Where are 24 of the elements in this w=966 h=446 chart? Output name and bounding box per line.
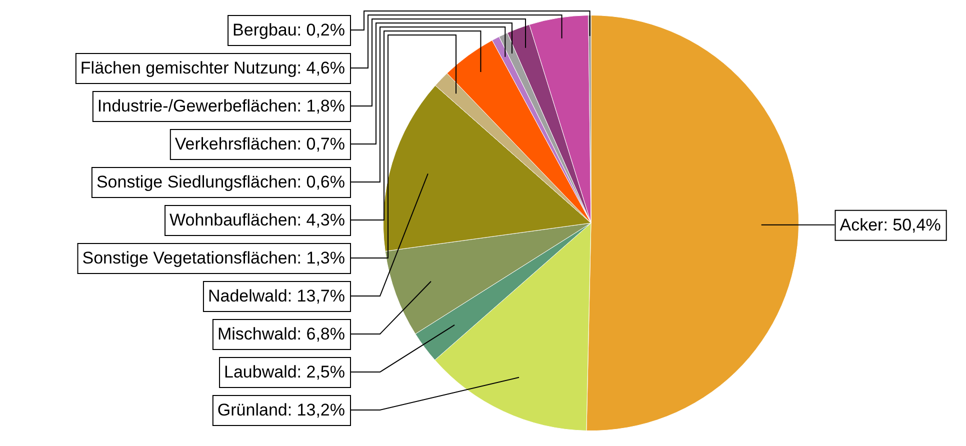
data-label: : 2,5% (296, 362, 346, 382)
data-label: : 13,7% (287, 286, 346, 306)
slice-label: Verkehrsflächen (174, 134, 297, 154)
slice-label: Nadelwald (208, 286, 288, 306)
data-label: : 4,3% (296, 210, 346, 230)
data-label: : 6,8% (296, 324, 346, 344)
slice-label: Sonstige Vegetationsflächen (82, 248, 297, 268)
slice-label: Flächen gemischter Nutzung (80, 58, 297, 78)
data-label: : 0,2% (296, 20, 346, 40)
data-label: : 0,6% (296, 172, 346, 192)
data-label: : 50,4% (883, 216, 941, 235)
slice-label: Mischwald (217, 324, 297, 344)
slice-label: Wohnbauflächen (170, 210, 297, 230)
slice-label: Laubwald (224, 362, 297, 382)
slice-label: Acker (840, 216, 884, 235)
data-label: : 13,2% (287, 400, 346, 420)
slice-label: Grünland (217, 400, 288, 420)
slice-label: Industrie-/Gewerbeflächen (97, 96, 297, 116)
slice-label: Bergbau (232, 20, 297, 40)
data-label: : 0,7% (296, 134, 346, 154)
data-label: : 1,3% (296, 248, 346, 268)
slice-label: Sonstige Siedlungsflächen (96, 172, 297, 192)
data-label: : 1,8% (296, 96, 346, 116)
data-label: : 4,6% (296, 58, 346, 78)
